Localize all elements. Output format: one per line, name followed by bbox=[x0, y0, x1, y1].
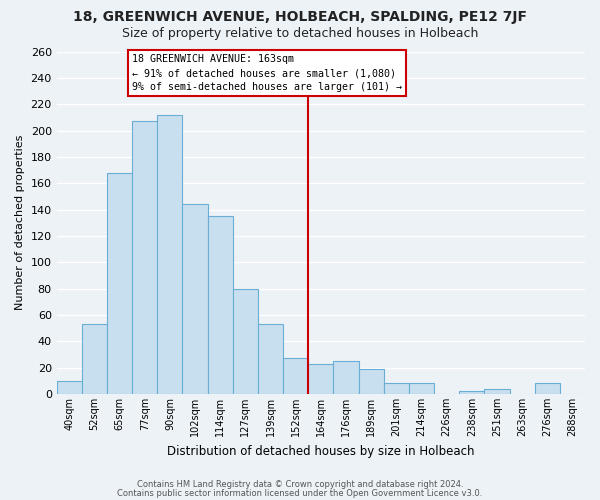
Bar bbox=[484, 388, 509, 394]
Bar bbox=[359, 369, 384, 394]
Bar bbox=[208, 216, 233, 394]
Bar bbox=[182, 204, 208, 394]
Bar bbox=[409, 384, 434, 394]
Bar bbox=[233, 288, 258, 394]
Bar bbox=[82, 324, 107, 394]
X-axis label: Distribution of detached houses by size in Holbeach: Distribution of detached houses by size … bbox=[167, 444, 475, 458]
Y-axis label: Number of detached properties: Number of detached properties bbox=[15, 135, 25, 310]
Bar bbox=[384, 384, 409, 394]
Bar bbox=[157, 114, 182, 394]
Text: 18 GREENWICH AVENUE: 163sqm
← 91% of detached houses are smaller (1,080)
9% of s: 18 GREENWICH AVENUE: 163sqm ← 91% of det… bbox=[132, 54, 402, 92]
Text: 18, GREENWICH AVENUE, HOLBEACH, SPALDING, PE12 7JF: 18, GREENWICH AVENUE, HOLBEACH, SPALDING… bbox=[73, 10, 527, 24]
Text: Contains public sector information licensed under the Open Government Licence v3: Contains public sector information licen… bbox=[118, 489, 482, 498]
Bar bbox=[56, 381, 82, 394]
Bar bbox=[535, 384, 560, 394]
Bar bbox=[334, 361, 359, 394]
Text: Size of property relative to detached houses in Holbeach: Size of property relative to detached ho… bbox=[122, 28, 478, 40]
Bar bbox=[132, 122, 157, 394]
Bar bbox=[258, 324, 283, 394]
Bar bbox=[459, 392, 484, 394]
Bar bbox=[283, 358, 308, 394]
Bar bbox=[107, 172, 132, 394]
Text: Contains HM Land Registry data © Crown copyright and database right 2024.: Contains HM Land Registry data © Crown c… bbox=[137, 480, 463, 489]
Bar bbox=[308, 364, 334, 394]
